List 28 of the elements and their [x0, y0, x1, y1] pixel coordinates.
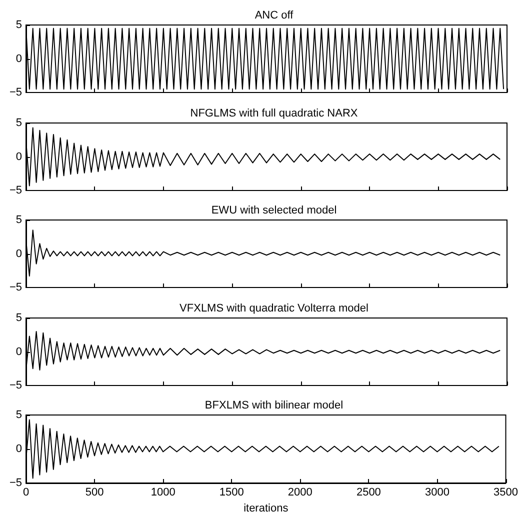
y-tick-label: 5 — [16, 409, 22, 421]
x-tick-label: 3500 — [494, 486, 518, 498]
y-tick-label: −5 — [9, 184, 22, 196]
y-tick-label: −5 — [9, 282, 22, 294]
chart-title: ANC off — [254, 10, 294, 22]
x-axis-title: iterations — [244, 502, 289, 514]
y-tick-label: 5 — [16, 19, 22, 31]
y-tick-label: −5 — [9, 86, 22, 98]
chart-title: EWU with selected model — [211, 204, 337, 216]
y-tick-label: 0 — [16, 443, 22, 455]
y-tick-label: 5 — [16, 214, 22, 226]
y-tick-label: 5 — [16, 312, 22, 324]
x-tick-label: 3000 — [424, 486, 450, 498]
x-tick-label: 2000 — [288, 486, 312, 498]
chart-title: NFGLMS with full quadratic NARX — [190, 107, 358, 119]
y-tick-label: 0 — [16, 345, 22, 358]
y-tick-label: 5 — [16, 116, 22, 128]
x-tick-label: 2500 — [356, 486, 381, 498]
x-tick-label: 500 — [85, 486, 104, 498]
x-tick-label: 1500 — [219, 486, 244, 498]
y-tick-label: 0 — [16, 52, 22, 65]
y-tick-label: −5 — [9, 379, 22, 391]
y-tick-label: 0 — [16, 150, 22, 162]
chart-title: VFXLMS with quadratic Volterra model — [180, 302, 368, 314]
x-tick-label: 1000 — [150, 486, 176, 498]
y-tick-label: −5 — [9, 477, 22, 489]
y-tick-label: 0 — [16, 248, 22, 260]
chart-title: BFXLMS with bilinear model — [204, 400, 344, 412]
